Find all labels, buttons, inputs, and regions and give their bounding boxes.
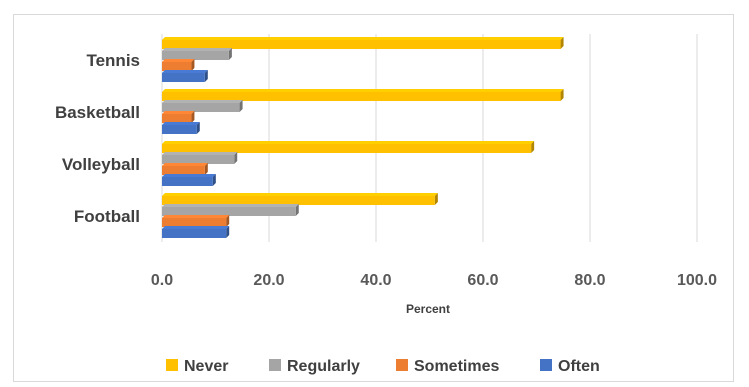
bar-front-face bbox=[162, 144, 532, 153]
bar-basketball-never bbox=[162, 89, 564, 101]
category-label: Tennis bbox=[86, 51, 140, 70]
legend-swatch bbox=[396, 359, 408, 371]
bar-top-face bbox=[162, 70, 208, 73]
bar-tennis-regularly bbox=[162, 48, 232, 60]
bar-side-face bbox=[212, 174, 216, 186]
bar-side-face bbox=[204, 70, 208, 82]
bar-side-face bbox=[226, 215, 230, 227]
bar-front-face bbox=[162, 196, 435, 205]
bar-front-face bbox=[162, 51, 229, 60]
legend-label: Never bbox=[184, 358, 228, 375]
x-tick-label: 80.0 bbox=[574, 272, 605, 289]
bar-basketball-regularly bbox=[162, 100, 243, 112]
legend-item-often: Often bbox=[540, 358, 600, 375]
legend-swatch bbox=[166, 359, 178, 371]
bar-tennis-sometimes bbox=[162, 59, 195, 71]
bar-football-never bbox=[162, 193, 438, 205]
x-tick-label: 0.0 bbox=[151, 272, 173, 289]
bar-side-face bbox=[226, 226, 230, 238]
bar-front-face bbox=[162, 207, 296, 216]
bar-front-face bbox=[162, 155, 235, 164]
bar-top-face bbox=[162, 122, 200, 125]
bar-front-face bbox=[162, 177, 213, 186]
legend-swatch bbox=[540, 359, 552, 371]
bar-front-face bbox=[162, 73, 205, 82]
bar-top-face bbox=[162, 141, 535, 144]
bar-football-often bbox=[162, 226, 230, 238]
x-tick-labels: 0.0 20.0 40.0 60.0 80.0 100.0 bbox=[151, 272, 717, 289]
legend-item-never: Never bbox=[166, 358, 228, 375]
bar-football-regularly bbox=[162, 204, 299, 216]
bar-front-face bbox=[162, 218, 227, 227]
bar-front-face bbox=[162, 114, 192, 123]
bar-front-face bbox=[162, 103, 240, 112]
bar-front-face bbox=[162, 229, 227, 238]
legend-label: Sometimes bbox=[414, 358, 499, 375]
bar-side-face bbox=[434, 193, 438, 205]
bar-top-face bbox=[162, 111, 195, 114]
bar-side-face bbox=[531, 141, 535, 153]
bar-volleyball-sometimes bbox=[162, 163, 208, 175]
bar-side-face bbox=[239, 100, 243, 112]
bar-front-face bbox=[162, 166, 205, 175]
bar-top-face bbox=[162, 215, 230, 218]
legend-label: Often bbox=[558, 358, 600, 375]
x-axis-title: Percent bbox=[406, 302, 450, 316]
bar-front-face bbox=[162, 125, 197, 134]
bar-basketball-often bbox=[162, 122, 200, 134]
bar-side-face bbox=[196, 122, 200, 134]
bar-side-face bbox=[295, 204, 299, 216]
bar-top-face bbox=[162, 152, 238, 155]
bar-top-face bbox=[162, 37, 564, 40]
bar-volleyball-never bbox=[162, 141, 535, 153]
bar-side-face bbox=[234, 152, 238, 164]
bar-side-face bbox=[191, 111, 195, 123]
bar-side-face bbox=[228, 48, 232, 60]
category-label: Football bbox=[74, 207, 140, 226]
bar-tennis-often bbox=[162, 70, 208, 82]
bar-side-face bbox=[191, 59, 195, 71]
legend-label: Regularly bbox=[287, 358, 360, 375]
bar-top-face bbox=[162, 48, 232, 51]
bar-front-face bbox=[162, 40, 561, 49]
x-tick-label: 100.0 bbox=[677, 272, 717, 289]
bar-basketball-sometimes bbox=[162, 111, 195, 123]
legend-swatch bbox=[269, 359, 281, 371]
bars bbox=[162, 37, 564, 238]
bar-front-face bbox=[162, 92, 561, 101]
bar-front-face bbox=[162, 62, 192, 71]
gridlines bbox=[268, 34, 698, 242]
bar-top-face bbox=[162, 193, 438, 196]
bar-volleyball-regularly bbox=[162, 152, 238, 164]
x-tick-label: 20.0 bbox=[253, 272, 284, 289]
legend: Never Regularly Sometimes Often bbox=[166, 358, 600, 375]
bar-side-face bbox=[560, 37, 564, 49]
bar-volleyball-often bbox=[162, 174, 216, 186]
legend-item-sometimes: Sometimes bbox=[396, 358, 499, 375]
bar-top-face bbox=[162, 174, 216, 177]
bar-top-face bbox=[162, 59, 195, 62]
bar-side-face bbox=[204, 163, 208, 175]
category-labels: Tennis Basketball Volleyball Football bbox=[55, 51, 140, 226]
bar-top-face bbox=[162, 89, 564, 92]
category-label: Volleyball bbox=[62, 155, 140, 174]
category-label: Basketball bbox=[55, 103, 140, 122]
bar-top-face bbox=[162, 100, 243, 103]
bar-side-face bbox=[560, 89, 564, 101]
bar-top-face bbox=[162, 204, 299, 207]
bar-football-sometimes bbox=[162, 215, 230, 227]
x-tick-label: 40.0 bbox=[360, 272, 391, 289]
legend-item-regularly: Regularly bbox=[269, 358, 360, 375]
x-tick-label: 60.0 bbox=[467, 272, 498, 289]
bar-top-face bbox=[162, 163, 208, 166]
bar-tennis-never bbox=[162, 37, 564, 49]
bar-top-face bbox=[162, 226, 230, 229]
